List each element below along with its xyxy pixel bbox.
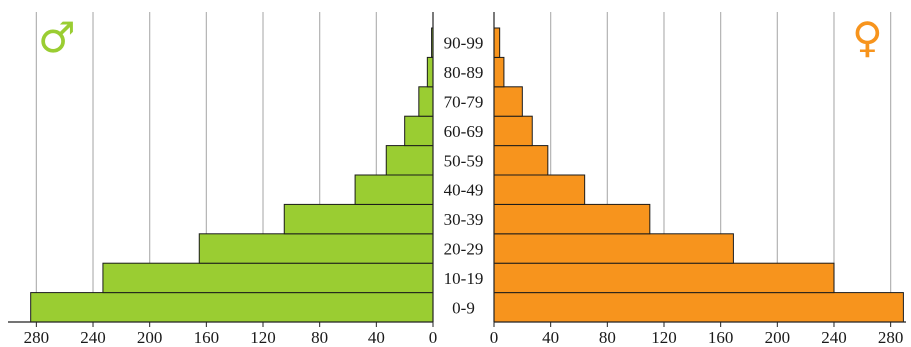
category-label: 90-99 xyxy=(444,34,484,53)
bar-female xyxy=(493,203,651,235)
male-symbol: ♂ xyxy=(38,13,76,62)
category-label: 20-29 xyxy=(444,240,484,259)
x-tick-label-left: 120 xyxy=(250,328,276,347)
x-tick-label-left: 40 xyxy=(368,328,385,347)
bar-male xyxy=(30,292,434,323)
x-tick-label-left: 80 xyxy=(311,328,328,347)
category-label: 10-19 xyxy=(444,269,484,288)
category-labels: 0-9 10-19 20-29 30-39 40-49 50-59 60-69 70-79 80… xyxy=(444,34,484,318)
category-label: 30-39 xyxy=(444,210,484,229)
bar-female xyxy=(493,145,549,176)
bar-male xyxy=(404,115,434,147)
category-label: 60-69 xyxy=(444,122,484,141)
x-tick-label-right: 240 xyxy=(821,328,847,347)
x-tick-label-left: 200 xyxy=(137,328,163,347)
category-label: 70-79 xyxy=(444,93,484,112)
bar-female xyxy=(493,115,533,147)
x-tick-label-left: 280 xyxy=(24,328,50,347)
bar-male xyxy=(102,262,434,294)
x-tick-label-right: 40 xyxy=(542,328,559,347)
category-label: 50-59 xyxy=(444,151,484,170)
bar-male xyxy=(354,174,434,205)
category-label: 40-49 xyxy=(444,181,484,200)
bar-female xyxy=(493,27,501,58)
x-tick-label-right: 160 xyxy=(708,328,734,347)
x-tick-label-left: 160 xyxy=(194,328,220,347)
category-label: 80-89 xyxy=(444,63,484,82)
bar-male xyxy=(385,145,434,176)
bars xyxy=(30,27,904,323)
bar-female xyxy=(493,262,835,294)
bar-male xyxy=(283,203,434,235)
x-tick-label-right: 200 xyxy=(765,328,791,347)
bar-female xyxy=(493,292,904,323)
x-tick-label-left: 0 xyxy=(429,328,438,347)
x-tick-label-right: 0 xyxy=(490,328,499,347)
gridlines xyxy=(35,12,892,322)
x-tick-label-right: 120 xyxy=(651,328,677,347)
bar-female xyxy=(493,56,505,88)
bar-male xyxy=(418,86,434,117)
female-symbol: ♀ xyxy=(852,13,883,62)
bar-male xyxy=(426,56,434,88)
axes: 0 0 40 40 80 80 120 120 160 160 200 200 240 240 280 280 xyxy=(8,12,906,347)
bar-female xyxy=(493,174,586,205)
x-tick-label-left: 240 xyxy=(80,328,106,347)
category-label: 0-9 xyxy=(452,298,475,317)
bar-female xyxy=(493,86,523,117)
bar-female xyxy=(493,233,734,264)
x-tick-label-right: 280 xyxy=(878,328,904,347)
x-tick-label-right: 80 xyxy=(599,328,616,347)
bar-male xyxy=(198,233,434,264)
